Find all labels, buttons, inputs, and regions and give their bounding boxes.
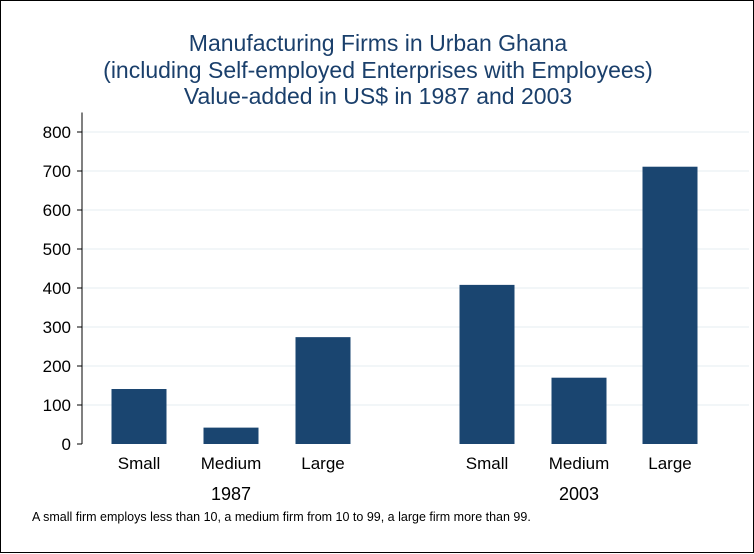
footnote: A small firm employs less than 10, a med… bbox=[32, 510, 531, 524]
y-tick-label: 200 bbox=[43, 357, 71, 376]
bar bbox=[203, 427, 259, 444]
y-tick-label: 300 bbox=[43, 318, 71, 337]
x-group-label: 1987 bbox=[211, 484, 251, 504]
x-category-label: Large bbox=[301, 454, 344, 473]
y-tick-label: 500 bbox=[43, 240, 71, 259]
x-category-label: Small bbox=[466, 454, 509, 473]
y-tick-label: 0 bbox=[62, 435, 71, 454]
x-category-label: Large bbox=[648, 454, 691, 473]
bar bbox=[551, 377, 607, 444]
x-category-label: Medium bbox=[201, 454, 261, 473]
x-group-label: 2003 bbox=[559, 484, 599, 504]
chart-title-line-1: Manufacturing Firms in Urban Ghana bbox=[188, 30, 568, 56]
y-tick-label: 800 bbox=[43, 123, 71, 142]
bar bbox=[295, 337, 351, 444]
chart-title-line-2: (including Self-employed Enterprises wit… bbox=[103, 56, 653, 83]
y-tick-label: 600 bbox=[43, 201, 71, 220]
x-category-label: Medium bbox=[549, 454, 609, 473]
chart-title-line-3: Value-added in US$ in 1987 and 2003 bbox=[183, 83, 573, 109]
y-tick-label: 700 bbox=[43, 162, 71, 181]
y-tick-label: 400 bbox=[43, 279, 71, 298]
y-tick-label: 100 bbox=[43, 396, 71, 415]
chart-title: Manufacturing Firms in Urban Ghana (incl… bbox=[1, 30, 754, 110]
x-category-label: Small bbox=[118, 454, 161, 473]
bar bbox=[459, 284, 515, 444]
bar bbox=[111, 389, 167, 444]
bar bbox=[642, 166, 698, 444]
